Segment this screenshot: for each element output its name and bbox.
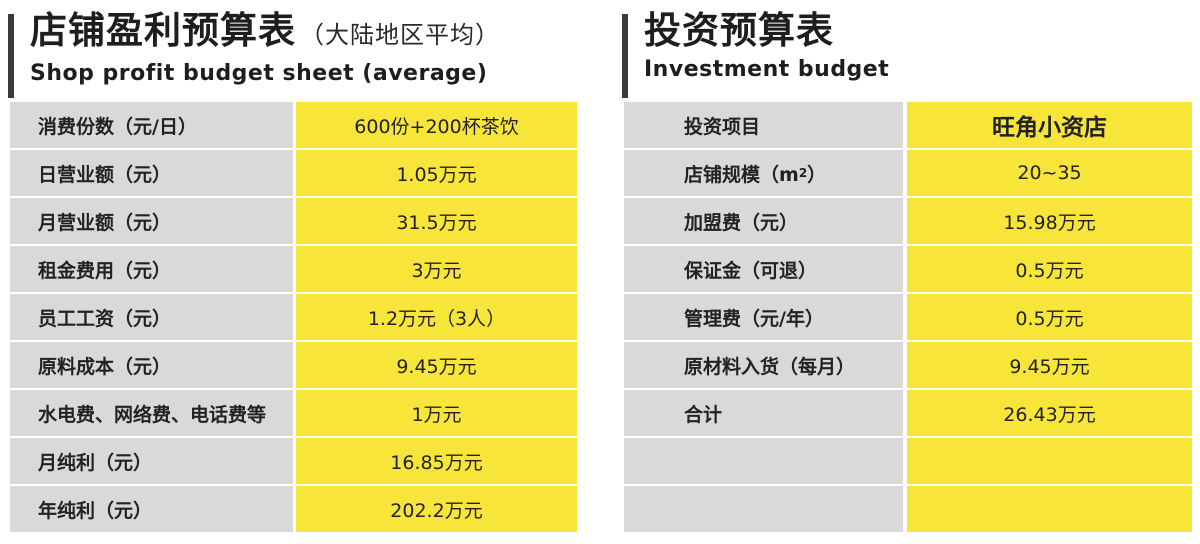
investment-title-cn: 投资预算表: [644, 9, 834, 52]
row-label: 原料成本（元）: [10, 342, 293, 388]
row-label: 租金费用（元）: [10, 246, 293, 292]
row-label: 年纯利（元）: [10, 486, 293, 532]
table-row: 水电费、网络费、电话费等 1万元: [10, 390, 577, 438]
row-label: 保证金（可退）: [624, 246, 903, 292]
table-row: 投资项目 旺角小资店: [624, 102, 1192, 150]
row-value: [907, 438, 1192, 484]
row-value: 0.5万元: [907, 294, 1192, 340]
row-value: 31.5万元: [296, 198, 577, 244]
label-text-end: ）: [807, 163, 827, 186]
table-row: 租金费用（元） 3万元: [10, 246, 577, 294]
row-value: 600份+200杯茶饮: [296, 102, 577, 148]
header-accent-bar: [622, 14, 628, 98]
title-note: （大陆地区平均）: [300, 21, 500, 49]
table-row: 月营业额（元） 31.5万元: [10, 198, 577, 246]
row-value: 16.85万元: [296, 438, 577, 484]
header-text: 店铺盈利预算表 （大陆地区平均） Shop profit budget sheet…: [30, 8, 500, 88]
table-row: 保证金（可退） 0.5万元: [624, 246, 1192, 294]
header-accent-bar: [8, 14, 14, 98]
row-value: 0.5万元: [907, 246, 1192, 292]
investment-budget-table: 投资项目 旺角小资店 店铺规模（m 2） 20~35 加盟费（元） 15.98万元…: [624, 102, 1192, 534]
investment-budget-header: 投资预算表 Investment budget: [622, 8, 1192, 100]
table-row: 合计 26.43万元: [624, 390, 1192, 438]
table-row: 员工工资（元） 1.2万元（3人）: [10, 294, 577, 342]
table-row-empty: [624, 486, 1192, 534]
label-text: 店铺规模（m: [684, 163, 799, 186]
row-value: 202.2万元: [296, 486, 577, 532]
title-cn-text: 店铺盈利预算表: [30, 9, 296, 52]
row-label: 月纯利（元）: [10, 438, 293, 484]
page-title-cn: 店铺盈利预算表 （大陆地区平均）: [30, 8, 500, 58]
profit-budget-table: 消费份数（元/日） 600份+200杯茶饮 日营业额（元） 1.05万元 月营业…: [10, 102, 577, 534]
row-label: 加盟费（元）: [624, 198, 903, 244]
row-label: [624, 438, 903, 484]
header-text: 投资预算表 Investment budget: [644, 8, 889, 84]
row-label: 月营业额（元）: [10, 198, 293, 244]
row-value: 1.2万元（3人）: [296, 294, 577, 340]
row-label: 原材料入货（每月）: [624, 342, 903, 388]
row-value-store-type: 旺角小资店: [907, 102, 1192, 148]
table-row: 原料成本（元） 9.45万元: [10, 342, 577, 390]
row-value: 3万元: [296, 246, 577, 292]
table-row: 日营业额（元） 1.05万元: [10, 150, 577, 198]
row-value: 20~35: [907, 150, 1192, 196]
table-row: 月纯利（元） 16.85万元: [10, 438, 577, 486]
row-label: 管理费（元/年）: [624, 294, 903, 340]
row-value: 9.45万元: [296, 342, 577, 388]
row-label: 合计: [624, 390, 903, 436]
row-label: [624, 486, 903, 532]
row-value: 15.98万元: [907, 198, 1192, 244]
table-row: 年纯利（元） 202.2万元: [10, 486, 577, 534]
table-row: 原材料入货（每月） 9.45万元: [624, 342, 1192, 390]
row-label: 水电费、网络费、电话费等: [10, 390, 293, 436]
investment-title-en: Investment budget: [644, 57, 890, 82]
table-row: 管理费（元/年） 0.5万元: [624, 294, 1192, 342]
page-title-en: Shop profit budget sheet (average): [30, 61, 488, 86]
row-value: [907, 486, 1192, 532]
table-row: 消费份数（元/日） 600份+200杯茶饮: [10, 102, 577, 150]
table-row: 店铺规模（m 2） 20~35: [624, 150, 1192, 198]
table-row: 加盟费（元） 15.98万元: [624, 198, 1192, 246]
table-row-empty: [624, 438, 1192, 486]
row-value: 1万元: [296, 390, 577, 436]
row-label: 店铺规模（m 2）: [624, 150, 903, 196]
row-label: 消费份数（元/日）: [10, 102, 293, 148]
row-label: 投资项目: [624, 102, 903, 148]
row-label: 员工工资（元）: [10, 294, 293, 340]
row-label: 日营业额（元）: [10, 150, 293, 196]
row-value: 1.05万元: [296, 150, 577, 196]
row-value: 9.45万元: [907, 342, 1192, 388]
row-value: 26.43万元: [907, 390, 1192, 436]
profit-budget-header: 店铺盈利预算表 （大陆地区平均） Shop profit budget sheet…: [8, 8, 588, 100]
